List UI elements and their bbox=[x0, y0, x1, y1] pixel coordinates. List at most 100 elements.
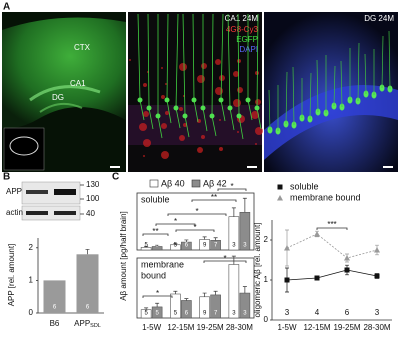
error-bar bbox=[155, 302, 160, 307]
neuron bbox=[333, 65, 336, 107]
significance-label: * bbox=[195, 207, 198, 216]
neuron bbox=[173, 105, 179, 111]
amyloid-deposit bbox=[237, 87, 243, 93]
micrograph bbox=[264, 12, 398, 172]
significance-bracket bbox=[217, 188, 247, 191]
bar bbox=[76, 254, 99, 313]
neuron bbox=[137, 97, 143, 103]
amyloid-deposit bbox=[197, 147, 203, 153]
amyloid-deposit bbox=[219, 119, 221, 121]
significance-bracket bbox=[203, 260, 247, 263]
image-label: CA1 bbox=[70, 79, 86, 88]
x-tick-label: 1-5W bbox=[277, 323, 297, 332]
significance-label: * bbox=[230, 182, 233, 191]
neuron bbox=[218, 97, 224, 103]
error-bar bbox=[231, 207, 236, 217]
count-label: 5 bbox=[155, 243, 159, 249]
neuron bbox=[191, 97, 197, 103]
neuron bbox=[268, 89, 271, 131]
significance-label: * bbox=[174, 217, 177, 226]
count-label: 5 bbox=[174, 311, 178, 317]
neuron bbox=[316, 59, 319, 113]
amyloid-deposit bbox=[255, 143, 257, 145]
error-bar bbox=[242, 197, 247, 213]
amyloid-deposit bbox=[143, 139, 151, 147]
neuron bbox=[247, 14, 253, 121]
amyloid-deposit bbox=[255, 99, 261, 105]
neuron bbox=[256, 13, 262, 130]
count-label: 3 bbox=[232, 243, 236, 249]
point bbox=[277, 184, 283, 190]
series-line bbox=[286, 233, 378, 259]
count-label: 6 bbox=[185, 311, 189, 317]
point bbox=[284, 245, 290, 251]
x-tick-label: B6 bbox=[50, 319, 60, 328]
neuron bbox=[236, 113, 242, 119]
legend-swatch bbox=[191, 179, 201, 188]
neuron bbox=[202, 14, 208, 132]
amyloid-deposit bbox=[219, 147, 223, 151]
count-label: 6 bbox=[53, 305, 57, 311]
axis-title: Aβ amount [pg/half brain] bbox=[119, 211, 128, 301]
panel-title: bound bbox=[141, 270, 166, 280]
neuron bbox=[309, 72, 312, 120]
significance-label: *** bbox=[327, 220, 336, 229]
marker-label: 40 bbox=[86, 209, 95, 218]
neuron bbox=[155, 113, 161, 119]
x-tick-label: APPSDL bbox=[74, 319, 101, 329]
series-line bbox=[286, 269, 378, 281]
amyloid-deposit bbox=[165, 83, 167, 85]
amyloid-deposit bbox=[139, 123, 147, 131]
neuron bbox=[164, 97, 170, 103]
image-label: CTX bbox=[74, 43, 91, 52]
point bbox=[314, 231, 320, 237]
bar bbox=[43, 280, 66, 313]
amyloid-deposit bbox=[237, 131, 239, 133]
amyloid-deposit bbox=[233, 71, 239, 77]
marker-label: 130 bbox=[86, 180, 100, 189]
significance-label: ** bbox=[211, 193, 217, 202]
amyloid-deposit bbox=[201, 63, 207, 69]
point bbox=[374, 247, 380, 253]
neuron bbox=[388, 30, 391, 90]
neuron bbox=[157, 14, 163, 139]
amyloid-deposit bbox=[255, 127, 263, 135]
neuron bbox=[182, 113, 188, 119]
image-label: DG bbox=[52, 93, 64, 102]
error-bar bbox=[242, 286, 247, 294]
significance-bracket bbox=[142, 233, 169, 236]
count-label: 5 bbox=[144, 311, 148, 317]
image-label: DAPI bbox=[239, 45, 258, 54]
category: APP bbox=[74, 319, 90, 328]
neuron bbox=[237, 13, 244, 140]
neuron bbox=[209, 113, 215, 119]
neuron bbox=[192, 13, 199, 123]
panel-label: A bbox=[3, 2, 10, 13]
significance-label: * bbox=[193, 223, 196, 232]
legend-label: Aβ 42 bbox=[203, 178, 227, 188]
neuron bbox=[381, 35, 384, 89]
count-label: 7 bbox=[214, 243, 218, 249]
amyloid-deposit bbox=[129, 59, 131, 61]
amyloid-deposit bbox=[143, 111, 149, 117]
amyloid-deposit bbox=[143, 155, 145, 157]
count-label: 3 bbox=[232, 311, 236, 317]
panel-label: C bbox=[112, 172, 119, 183]
neuron bbox=[175, 13, 181, 129]
error-bar bbox=[231, 255, 236, 265]
count-label: 6 bbox=[86, 305, 90, 311]
count-label: 3 bbox=[285, 308, 290, 317]
error-bar bbox=[213, 237, 218, 241]
image-label: EGFP bbox=[236, 35, 258, 44]
amyloid-deposit bbox=[201, 135, 205, 139]
count-label: 9 bbox=[203, 311, 207, 317]
panel-title: soluble bbox=[141, 194, 170, 204]
error-bar bbox=[144, 307, 149, 310]
point bbox=[277, 195, 283, 201]
amyloid-deposit bbox=[183, 123, 187, 127]
amyloid-deposit bbox=[161, 123, 167, 129]
significance-label: * bbox=[156, 289, 159, 298]
count-label: 3 bbox=[243, 311, 247, 317]
legend-swatch bbox=[149, 179, 159, 188]
neuron bbox=[200, 105, 206, 111]
